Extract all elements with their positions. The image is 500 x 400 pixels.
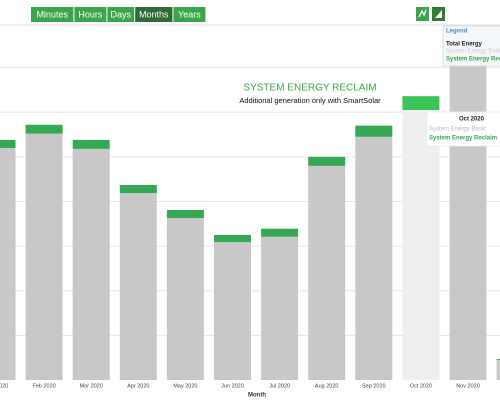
x-tick-label: Nov 2020 bbox=[456, 383, 480, 389]
tooltip: Oct 2020 System Energy Basic System Ener… bbox=[426, 111, 500, 147]
x-tick-label: Feb 2020 bbox=[32, 383, 55, 389]
icon bbox=[418, 9, 427, 18]
tooltip-entry: System Energy Reclaim bbox=[429, 136, 497, 142]
bar-segment bbox=[355, 136, 393, 380]
bar-segment bbox=[0, 139, 16, 148]
x-tick-label: Jun 2020 bbox=[221, 383, 244, 389]
bar-segment bbox=[449, 58, 487, 380]
bar-segment bbox=[72, 148, 110, 380]
x-tick-label: Mar 2020 bbox=[80, 383, 103, 389]
bar-segment bbox=[402, 96, 440, 111]
icon bbox=[435, 10, 442, 18]
bar-segment bbox=[166, 209, 204, 219]
bar-segment bbox=[166, 218, 204, 380]
bar-segment bbox=[0, 147, 16, 380]
x-tick-label: Sep 2020 bbox=[362, 383, 386, 389]
toolbar: Minutes Hours Days Months Years bbox=[31, 7, 206, 22]
x-tick-label: Jul 2020 bbox=[269, 383, 290, 389]
bar-segment bbox=[261, 228, 299, 237]
legend-box bbox=[442, 25, 500, 67]
x-tick-label: May 2020 bbox=[173, 383, 197, 389]
bar-segment bbox=[214, 242, 251, 380]
toolbar-button[interactable] bbox=[31, 7, 74, 22]
x-tick-label: Apr 2020 bbox=[127, 383, 149, 389]
toolbar-button[interactable] bbox=[107, 7, 135, 22]
toolbar-button-label[interactable]: Hours bbox=[78, 9, 103, 19]
x-tick-label: Jan 2020 bbox=[0, 383, 8, 389]
tooltip-box bbox=[426, 111, 500, 147]
bar-segment bbox=[119, 184, 157, 194]
chart-subtitle: Additional generation only with SmartSol… bbox=[239, 96, 381, 105]
x-tick-label: Oct 2020 bbox=[410, 383, 432, 389]
toolbar-button-label[interactable]: Years bbox=[178, 9, 201, 19]
bar-segment bbox=[308, 156, 346, 166]
chart-title: SYSTEM ENERGY RECLAIM bbox=[243, 83, 376, 94]
legend: Legend Total Energy System Energy Basic … bbox=[442, 25, 500, 67]
toolbar-button-label[interactable]: Minutes bbox=[36, 9, 68, 19]
legend-entry[interactable]: System Energy Basic bbox=[446, 49, 500, 55]
toolbar-button-label[interactable]: Months bbox=[139, 9, 169, 19]
bar-segment bbox=[72, 139, 110, 149]
toolbar-button[interactable] bbox=[74, 7, 107, 22]
legend-entry[interactable]: Total Energy bbox=[446, 42, 483, 48]
x-axis-label: Month bbox=[248, 393, 266, 399]
toolbar-button-label[interactable]: Days bbox=[111, 9, 132, 19]
toolbar-button[interactable] bbox=[173, 7, 206, 22]
bar-segment bbox=[496, 359, 500, 360]
tooltip-entry: System Energy Basic bbox=[429, 127, 486, 133]
x-tick-label: Aug 2020 bbox=[315, 383, 339, 389]
bar-segment bbox=[496, 359, 500, 380]
icon-button[interactable] bbox=[416, 7, 429, 21]
bar-segment bbox=[25, 124, 63, 134]
bar-segment bbox=[355, 125, 393, 137]
bar-segment bbox=[261, 236, 299, 380]
legend-entry[interactable]: System Energy Reclaim bbox=[446, 57, 500, 63]
tooltip-title: Oct 2020 bbox=[459, 117, 485, 123]
bar-segment bbox=[214, 234, 251, 243]
legend-title: Legend bbox=[446, 29, 468, 35]
bar-segment bbox=[119, 193, 157, 380]
bar-segment bbox=[308, 165, 346, 380]
bar-segment bbox=[402, 110, 440, 381]
toolbar-button[interactable] bbox=[135, 7, 173, 22]
bar-segment bbox=[25, 133, 63, 380]
